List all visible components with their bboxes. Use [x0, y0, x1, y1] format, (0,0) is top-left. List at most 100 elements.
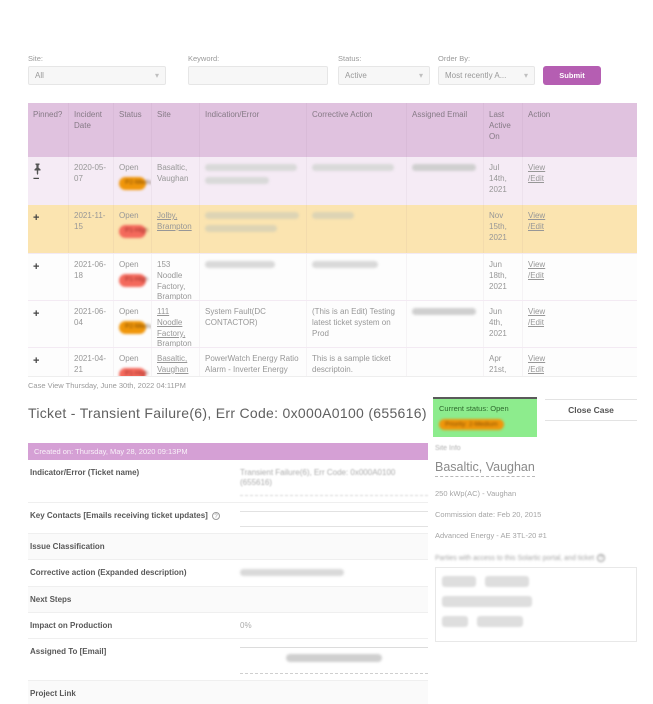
view-edit-link[interactable]: View /Edit	[528, 307, 546, 327]
redacted-text	[205, 261, 275, 268]
site-filter-label: Site:	[28, 54, 44, 63]
col-indication: Indication/Error	[199, 103, 306, 157]
unpin-button[interactable]: −	[33, 173, 40, 185]
redacted-text	[412, 308, 476, 315]
party-chip[interactable]	[477, 616, 524, 627]
keyword-filter-label: Keyword:	[188, 54, 220, 63]
action-cell: View /Edit	[522, 205, 637, 253]
priority-badge: P2-Medium	[119, 176, 151, 190]
priority-badge: P1-High	[119, 224, 148, 238]
incident-date: 2021-04-21	[68, 348, 113, 376]
table-row: + 2021-11-15 OpenP1-High Jolby, Brampton…	[28, 205, 637, 253]
case-view-timestamp: Case View Thursday, June 30th, 2022 04:1…	[28, 381, 186, 390]
chevron-down-icon: ▾	[418, 71, 423, 80]
form-row-assigned: Assigned To [Email]	[28, 639, 428, 681]
indication-cell	[199, 254, 306, 300]
corrective-value[interactable]	[240, 568, 428, 580]
submit-button[interactable]: Submit	[543, 66, 601, 85]
corrective-cell: This is a sample ticket descriptoin.	[306, 348, 406, 376]
table-row: − 2020-05-07 OpenP2-Medium Basaltic, Vau…	[28, 157, 637, 205]
action-cell: View /Edit	[522, 254, 637, 300]
party-chip[interactable]	[485, 576, 530, 587]
status-cell: OpenP2-Medium	[113, 157, 151, 205]
site-cell: Basaltic, Vaughan	[151, 348, 199, 376]
assigned-email-input[interactable]	[240, 647, 428, 674]
action-cell: View /Edit	[522, 348, 637, 376]
indicator-label: Indicator/Error (Ticket name)	[30, 468, 140, 477]
email-cell	[406, 157, 483, 205]
status-cell: OpenP1-High	[113, 254, 151, 300]
pin-button[interactable]: +	[33, 261, 40, 273]
pin-button[interactable]: +	[33, 308, 40, 320]
indication-cell	[199, 205, 306, 253]
status-cell: OpenP1-High	[113, 348, 151, 376]
form-row-next-steps: Next Steps	[28, 587, 428, 614]
impact-value[interactable]: 0%	[240, 621, 252, 631]
pin-cell: +	[28, 254, 68, 300]
pin-button[interactable]: +	[33, 212, 40, 224]
view-edit-link[interactable]: View /Edit	[528, 211, 546, 231]
parties-access-label: Parties with access to this Solartic por…	[435, 554, 637, 562]
site-link[interactable]: 111 Noodle Factory, Brampton	[157, 307, 192, 347]
next-steps-label: Next Steps	[30, 595, 72, 605]
priority-badge: Priority: 2-Medium	[439, 419, 504, 430]
redacted-text	[205, 224, 277, 232]
redacted-text	[312, 212, 354, 219]
corrective-cell: (This is an Edit) Testing latest ticket …	[306, 301, 406, 347]
status-filter-label: Status:	[338, 54, 362, 63]
pin-cell: +	[28, 348, 68, 376]
incident-date: 2021-06-18	[68, 254, 113, 300]
site-link[interactable]: Jolby, Brampton	[157, 211, 192, 231]
indicator-value[interactable]: Transient Failure(6), Err Code: 0x000A01…	[240, 468, 428, 496]
keyword-input[interactable]	[188, 66, 328, 85]
issue-classification-label: Issue Classification	[30, 541, 105, 551]
form-row-key-contacts: Key Contacts [Emails receiving ticket up…	[28, 503, 428, 534]
site-inverter: Advanced Energy - AE 3TL-20 #1	[435, 531, 547, 540]
party-chip[interactable]	[442, 596, 532, 607]
view-edit-link[interactable]: View /Edit	[528, 354, 546, 374]
incident-date: 2020-05-07	[68, 157, 113, 205]
action-cell: View /Edit	[522, 301, 637, 347]
orderby-select[interactable]: Most recently A... ▾	[438, 66, 535, 85]
col-assigned-email: Assigned Email	[406, 103, 483, 157]
site-select[interactable]: All ▾	[28, 66, 166, 85]
help-icon[interactable]: ?	[597, 554, 606, 562]
party-chip[interactable]	[442, 616, 468, 627]
redacted-text	[205, 212, 299, 219]
col-status: Status	[113, 103, 151, 157]
pin-button[interactable]: +	[33, 355, 40, 367]
site-cell: 111 Noodle Factory, Brampton	[151, 301, 199, 347]
view-edit-link[interactable]: View /Edit	[528, 260, 546, 280]
site-cell: Basaltic, Vaughan	[151, 157, 199, 205]
key-contacts-input[interactable]	[240, 510, 428, 527]
form-row-indicator: Indicator/Error (Ticket name) Transient …	[28, 460, 428, 503]
site-cell: Jolby, Brampton	[151, 205, 199, 253]
chevron-down-icon: ▾	[523, 71, 528, 80]
current-status-box: Current status: Open Priority: 2-Medium	[433, 397, 537, 437]
pushpin-icon[interactable]	[33, 163, 42, 175]
last-active-cell: Nov 15th, 2021	[483, 205, 522, 253]
site-name-link[interactable]: Basaltic, Vaughan	[435, 460, 535, 477]
site-filter: Site: All ▾	[28, 54, 166, 85]
site-info-sidebar: Site Info Basaltic, Vaughan 250 kWp(AC) …	[435, 443, 637, 704]
site-link[interactable]: Basaltic, Vaughan	[157, 354, 189, 374]
last-active-cell: Jun 18th, 2021	[483, 254, 522, 300]
ticket-form: Created on: Thursday, May 28, 2020 09:13…	[28, 443, 428, 704]
status-cell: OpenP1-High	[113, 205, 151, 253]
view-edit-link[interactable]: View /Edit	[528, 163, 546, 183]
redacted-text	[312, 261, 378, 268]
help-icon[interactable]: ?	[212, 511, 221, 520]
pin-cell: +	[28, 301, 68, 347]
ticket-detail-content: Created on: Thursday, May 28, 2020 09:13…	[28, 443, 637, 704]
email-cell	[406, 254, 483, 300]
col-site: Site	[151, 103, 199, 157]
email-cell	[406, 348, 483, 376]
party-chip[interactable]	[442, 576, 476, 587]
status-select[interactable]: Active ▾	[338, 66, 430, 85]
priority-badge: P1-High	[119, 367, 148, 376]
priority-badge: P1-High	[119, 273, 148, 287]
close-case-button[interactable]: Close Case	[545, 399, 637, 421]
corrective-label: Corrective action (Expanded description)	[30, 567, 187, 577]
col-incident-date: Incident Date	[68, 103, 113, 157]
